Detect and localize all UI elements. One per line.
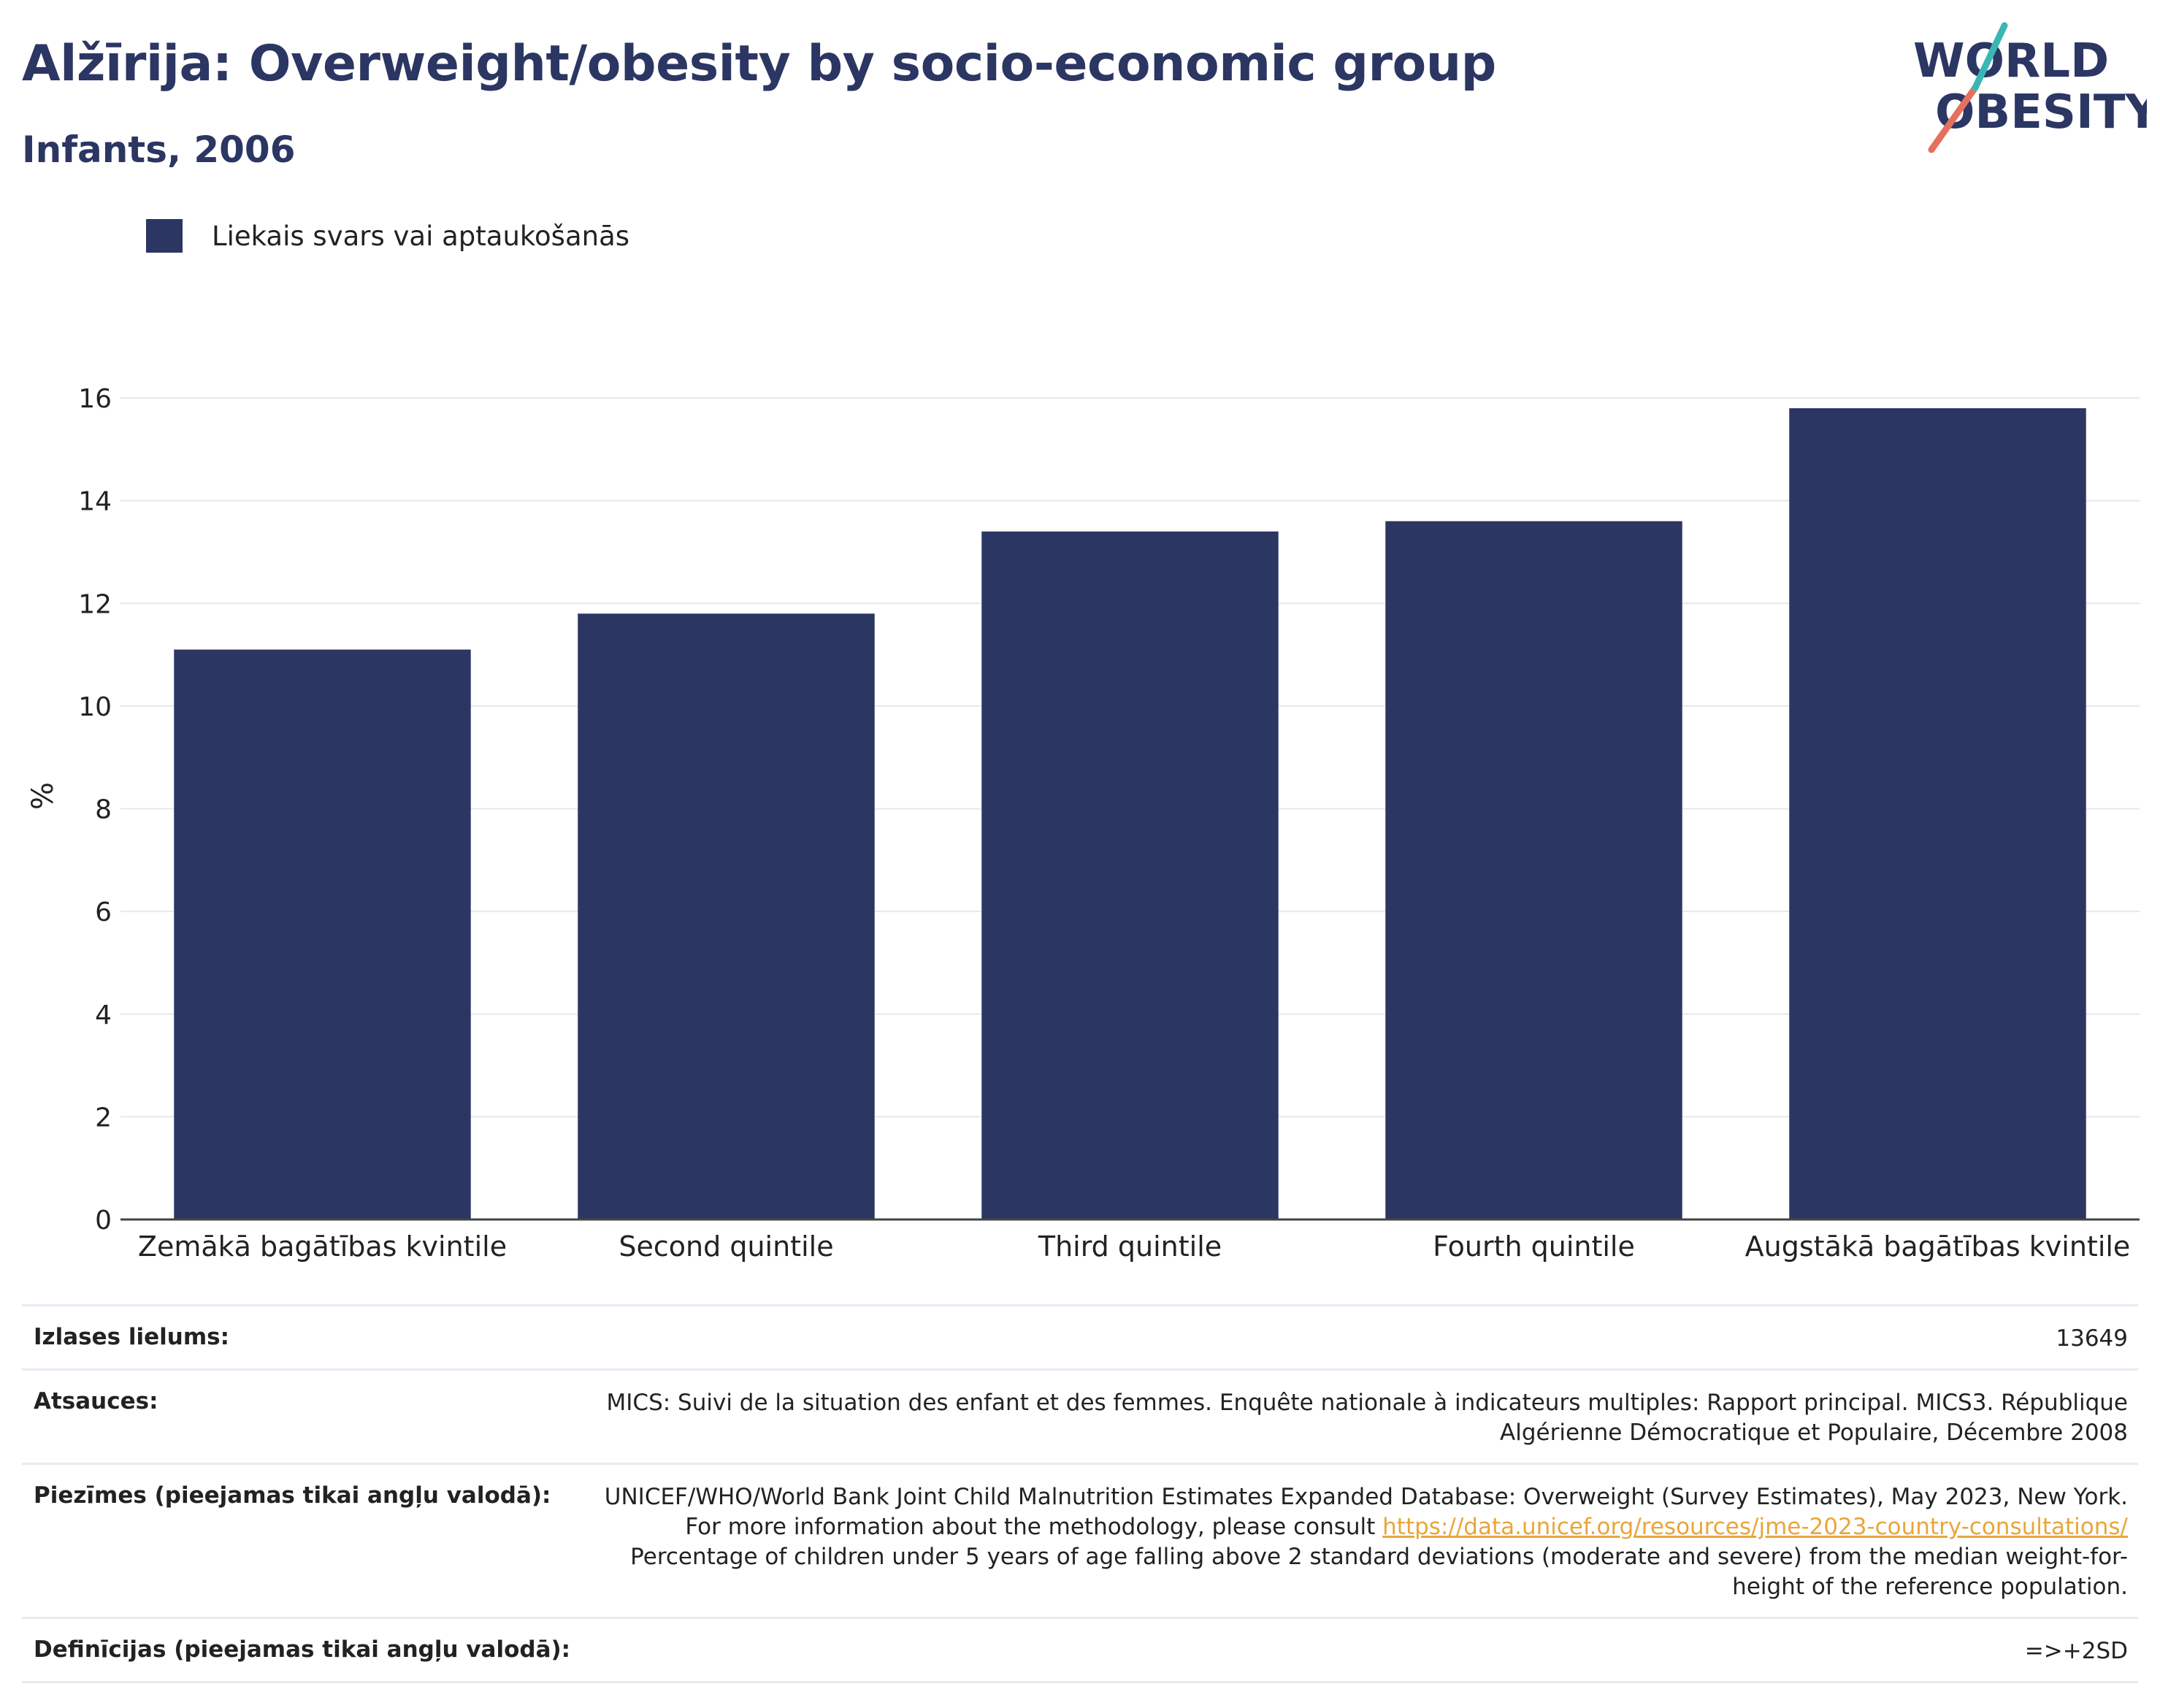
bar[interactable] [981, 531, 1279, 1219]
sample-size-value: 13649 [2056, 1325, 2128, 1352]
legend-label: Liekais svars vai aptaukošanās [212, 220, 630, 252]
logo-line1: WORLD [1913, 34, 2109, 88]
bar[interactable] [1789, 408, 2086, 1219]
sample-size-row: Izlases lielums: 13649 [22, 1304, 2138, 1368]
notes-text-after: Percentage of children under 5 years of … [630, 1544, 2128, 1600]
y-tick-label: 6 [95, 897, 112, 927]
y-tick-label: 14 [78, 487, 112, 517]
x-tick-label: Fourth quintile [1433, 1230, 1635, 1263]
chart-title: Alžīrija: Overweight/obesity by socio-ec… [22, 35, 1496, 93]
methodology-link[interactable]: https://data.unicef.org/resources/jme-20… [1382, 1514, 2128, 1540]
notes-text-before: UNICEF/WHO/World Bank Joint Child Malnut… [604, 1484, 2128, 1540]
definitions-value: =>+2SD [2024, 1638, 2128, 1664]
y-tick-label: 0 [95, 1206, 112, 1236]
legend-swatch [146, 219, 183, 253]
x-tick-label: Augstākā bagātības kvintile [1745, 1230, 2131, 1263]
x-tick-label: Zemākā bagātības kvintile [138, 1230, 507, 1263]
x-tick-label: Second quintile [618, 1230, 833, 1263]
y-axis-label: % [26, 782, 60, 810]
notes-value: UNICEF/WHO/World Bank Joint Child Malnut… [594, 1482, 2128, 1602]
y-tick-label: 12 [78, 589, 112, 619]
legend[interactable]: Liekais svars vai aptaukošanās [146, 218, 629, 254]
definitions-label: Definīcijas (pieejamas tikai angļu valod… [34, 1636, 571, 1663]
y-tick-label: 10 [78, 692, 112, 722]
y-tick-label: 2 [95, 1103, 112, 1133]
info-table: Izlases lielums: 13649 Atsauces: MICS: S… [22, 1304, 2138, 1683]
references-label: Atsauces: [34, 1388, 158, 1414]
y-tick-label: 16 [78, 384, 112, 414]
world-obesity-logo[interactable]: WORLD OBESITY [1906, 22, 2159, 153]
y-tick-label: 8 [95, 795, 112, 825]
references-value: MICS: Suivi de la situation des enfant e… [606, 1390, 2128, 1446]
sample-size-label: Izlases lielums: [34, 1324, 229, 1350]
notes-row: Piezīmes (pieejamas tikai angļu valodā):… [22, 1463, 2138, 1617]
bar[interactable] [174, 649, 471, 1219]
notes-label: Piezīmes (pieejamas tikai angļu valodā): [34, 1482, 551, 1509]
bar-chart: 0 2 4 6 8 10 12 14 16 Zemākā bagātības kvintile Se… [26, 384, 2140, 1263]
y-tick-label: 4 [95, 1000, 112, 1030]
references-row: Atsauces: MICS: Suivi de la situation de… [22, 1368, 2138, 1463]
bar[interactable] [578, 613, 875, 1219]
bar[interactable] [1385, 521, 1682, 1219]
x-tick-label: Third quintile [1038, 1230, 1222, 1263]
definitions-row: Definīcijas (pieejamas tikai angļu valod… [22, 1617, 2138, 1683]
chart-subtitle: Infants, 2006 [22, 129, 296, 171]
logo-line2: OBESITY [1935, 85, 2147, 139]
